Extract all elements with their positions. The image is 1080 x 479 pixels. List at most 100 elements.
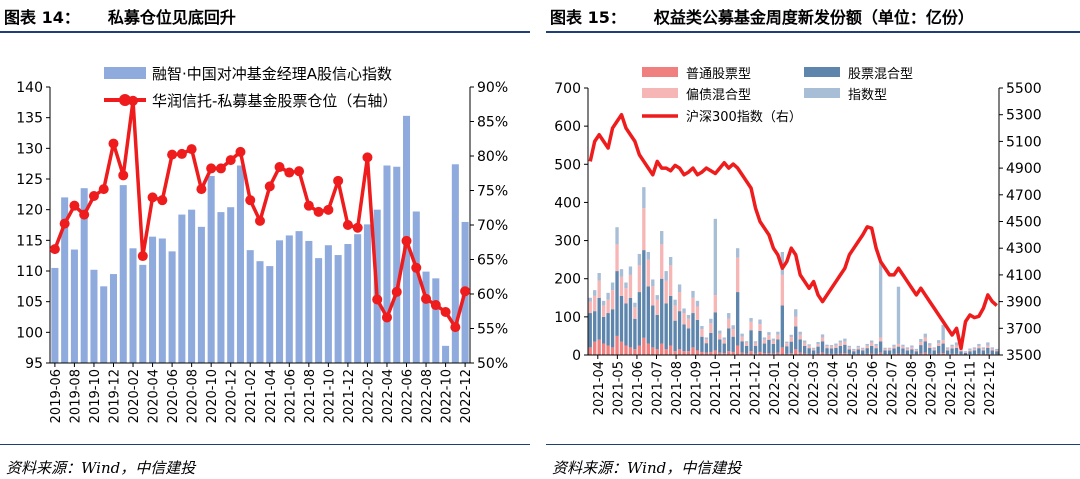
index-fund-bar — [861, 347, 865, 349]
confidence-bar — [70, 249, 78, 363]
x-tick-label: 2021-10 — [322, 369, 337, 423]
stock-fund-bar — [713, 350, 717, 355]
stock-fund-bar — [762, 353, 767, 355]
x-tick-label: 2022-06 — [401, 369, 416, 423]
mixed-stock-bar — [628, 297, 633, 348]
mixed-bond-bar — [700, 329, 704, 337]
csi300-line — [588, 112, 998, 351]
confidence-bar — [324, 245, 332, 363]
stock-fund-bar — [628, 347, 633, 355]
position-point — [264, 181, 275, 192]
stock-fund-bar — [767, 353, 771, 355]
x-tick-label: 2022-06 — [866, 361, 881, 415]
mixed-bond-bar — [838, 342, 843, 346]
mixed-bond-bar — [896, 343, 901, 347]
mixed-bond-bar — [798, 334, 802, 340]
confidence-bar — [295, 231, 303, 363]
mixed-stock-bar — [968, 351, 972, 355]
mixed-stock-bar — [677, 311, 682, 350]
stock-fund-bar — [633, 349, 637, 355]
stock-fund-bar — [677, 349, 682, 355]
left-tick-label: 100 — [554, 310, 581, 326]
legend-bar-swatch — [104, 67, 146, 79]
position-point — [352, 222, 363, 233]
confidence-bar — [276, 240, 284, 363]
mixed-stock-bar — [923, 341, 927, 353]
confidence-bar — [363, 224, 371, 363]
mixed-stock-bar — [963, 352, 968, 355]
mixed-bond-bar — [762, 339, 767, 344]
index-fund-bar — [896, 286, 901, 344]
index-fund-bar — [735, 248, 740, 258]
mixed-bond-bar — [825, 346, 829, 349]
mixed-bond-bar — [972, 348, 977, 351]
mixed-stock-bar — [619, 295, 624, 342]
position-point — [421, 293, 432, 304]
x-tick-label: 2022-11 — [964, 361, 979, 415]
confidence-bar — [90, 269, 98, 363]
position-point — [186, 144, 197, 155]
right-tick-label: 85% — [477, 115, 508, 131]
stock-fund-bar — [642, 337, 646, 355]
mixed-stock-bar — [861, 350, 865, 355]
confidence-bar — [246, 250, 254, 363]
mixed-bond-bar — [856, 347, 860, 350]
mixed-bond-bar — [883, 348, 887, 351]
mixed-bond-bar — [829, 346, 834, 349]
mixed-bond-bar — [950, 346, 954, 349]
mixed-stock-bar — [593, 311, 597, 342]
confidence-bar — [236, 165, 244, 363]
confidence-bar — [80, 188, 88, 363]
index-fund-bar — [910, 345, 914, 348]
mixed-bond-bar — [593, 295, 597, 312]
right-tick-label: 3500 — [1006, 348, 1042, 364]
mixed-stock-bar — [892, 348, 896, 354]
index-fund-bar — [731, 325, 735, 330]
mixed-stock-bar — [718, 339, 722, 353]
right-title: 图表 15： 权益类公募基金周度新发份额（单位：亿份） — [550, 4, 974, 28]
mixed-bond-bar — [771, 340, 776, 344]
index-fund-bar — [798, 331, 802, 335]
index-fund-bar — [802, 340, 807, 343]
mixed-bond-bar — [807, 345, 811, 349]
index-fund-bar — [691, 290, 695, 298]
stock-fund-bar — [937, 353, 941, 355]
x-tick-label: 2022-05 — [846, 361, 861, 415]
mixed-bond-bar — [865, 345, 869, 349]
stock-fund-bar — [753, 353, 758, 355]
index-fund-bar — [753, 341, 758, 343]
index-fund-bar — [856, 345, 860, 348]
mixed-stock-bar — [753, 345, 758, 354]
right-tick-label: 55% — [477, 322, 508, 338]
index-fund-bar — [977, 343, 981, 347]
mixed-bond-bar — [646, 259, 650, 287]
mixed-stock-bar — [874, 348, 878, 354]
x-tick-label: 2021-06 — [283, 369, 298, 423]
stock-fund-bar — [695, 350, 700, 355]
stock-fund-bar — [816, 353, 820, 355]
left-tick-label: 125 — [16, 172, 43, 188]
mixed-bond-bar — [610, 290, 615, 310]
mixed-stock-bar — [615, 271, 619, 336]
position-point — [118, 170, 129, 181]
left-bottom-rule — [0, 444, 530, 445]
position-point — [381, 312, 392, 323]
index-fund-bar — [727, 313, 731, 319]
index-fund-bar — [794, 309, 798, 317]
index-fund-bar — [865, 343, 869, 346]
mixed-bond-bar — [709, 323, 713, 333]
right-title-number: 图表 15： — [550, 8, 626, 27]
index-fund-bar — [682, 308, 686, 314]
confidence-bar — [393, 166, 401, 363]
mixed-stock-bar — [673, 320, 677, 352]
stock-fund-bar — [847, 353, 852, 355]
index-fund-bar — [597, 272, 601, 281]
stock-fund-bar — [668, 345, 673, 355]
mixed-stock-bar — [722, 343, 726, 354]
right-chart: 0 100 200 300 400 500 600 700 3500 3700 3900 4100 43… — [554, 67, 1042, 415]
position-point — [303, 200, 314, 211]
mixed-bond-bar — [664, 280, 668, 304]
x-tick-label: 2021-11 — [729, 361, 744, 415]
mixed-stock-bar — [937, 345, 941, 354]
mixed-stock-bar — [995, 351, 999, 355]
